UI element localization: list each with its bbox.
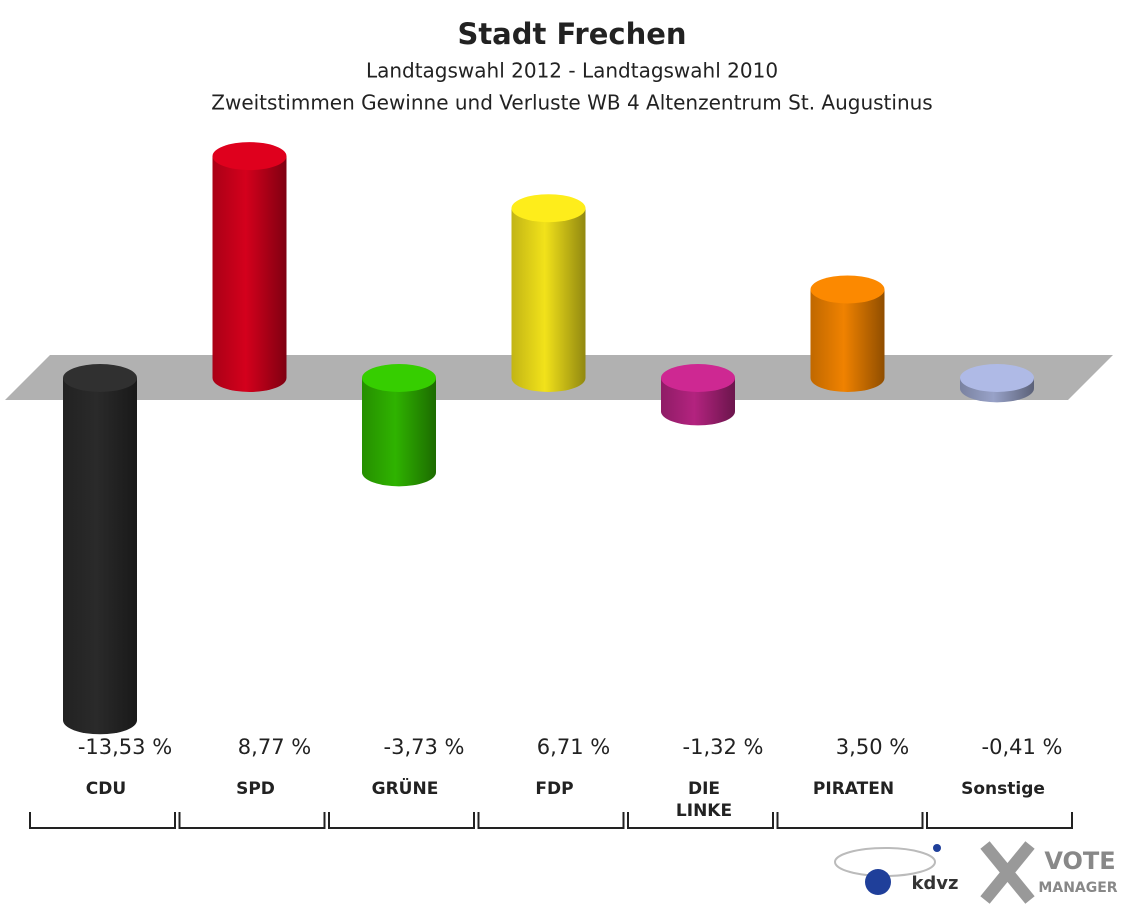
bar-top — [661, 364, 735, 392]
bar-top — [511, 194, 586, 223]
bar — [810, 289, 885, 378]
bar-top — [960, 364, 1034, 392]
value-label: -13,53 % — [78, 735, 172, 759]
category-bracket — [627, 812, 774, 829]
bar-top — [212, 142, 287, 171]
value-label: -0,41 % — [982, 735, 1063, 759]
category-bracket — [926, 812, 1073, 829]
bar — [362, 378, 436, 473]
logo-dot — [933, 844, 941, 852]
bar — [511, 208, 586, 378]
category-label: GRÜNE — [371, 779, 439, 799]
chart-title: Stadt Frechen — [457, 17, 686, 51]
bar-top — [810, 275, 885, 304]
value-label: 3,50 % — [836, 735, 909, 759]
logo-text: MANAGER — [1038, 880, 1117, 896]
chart-subtitle: Zweitstimmen Gewinne und Verluste WB 4 A… — [211, 91, 932, 115]
category-label: Sonstige — [961, 779, 1045, 799]
category-bracket — [178, 812, 326, 829]
logo-text: VOTE — [1044, 847, 1115, 875]
category-label: DIE LINKE — [675, 779, 733, 821]
bar-top — [63, 364, 137, 392]
logo-dot — [865, 869, 891, 895]
bar-top — [362, 364, 436, 392]
category-bracket — [328, 812, 475, 829]
bar — [212, 156, 287, 378]
value-label: 8,77 % — [238, 735, 311, 759]
logo-x — [980, 841, 1035, 904]
value-label: 6,71 % — [537, 735, 610, 759]
logo-text: kdvz — [911, 873, 958, 894]
category-label: CDU — [85, 779, 127, 799]
value-label: -3,73 % — [384, 735, 465, 759]
value-label: -1,32 % — [683, 735, 764, 759]
category-bracket — [776, 812, 924, 829]
category-label: FDP — [535, 779, 574, 799]
category-bracket — [477, 812, 625, 829]
category-label: SPD — [236, 779, 275, 799]
category-label: PIRATEN — [812, 779, 895, 799]
bar — [63, 378, 137, 721]
chart-subtitle: Landtagswahl 2012 - Landtagswahl 2010 — [366, 59, 778, 83]
category-bracket — [29, 812, 176, 829]
